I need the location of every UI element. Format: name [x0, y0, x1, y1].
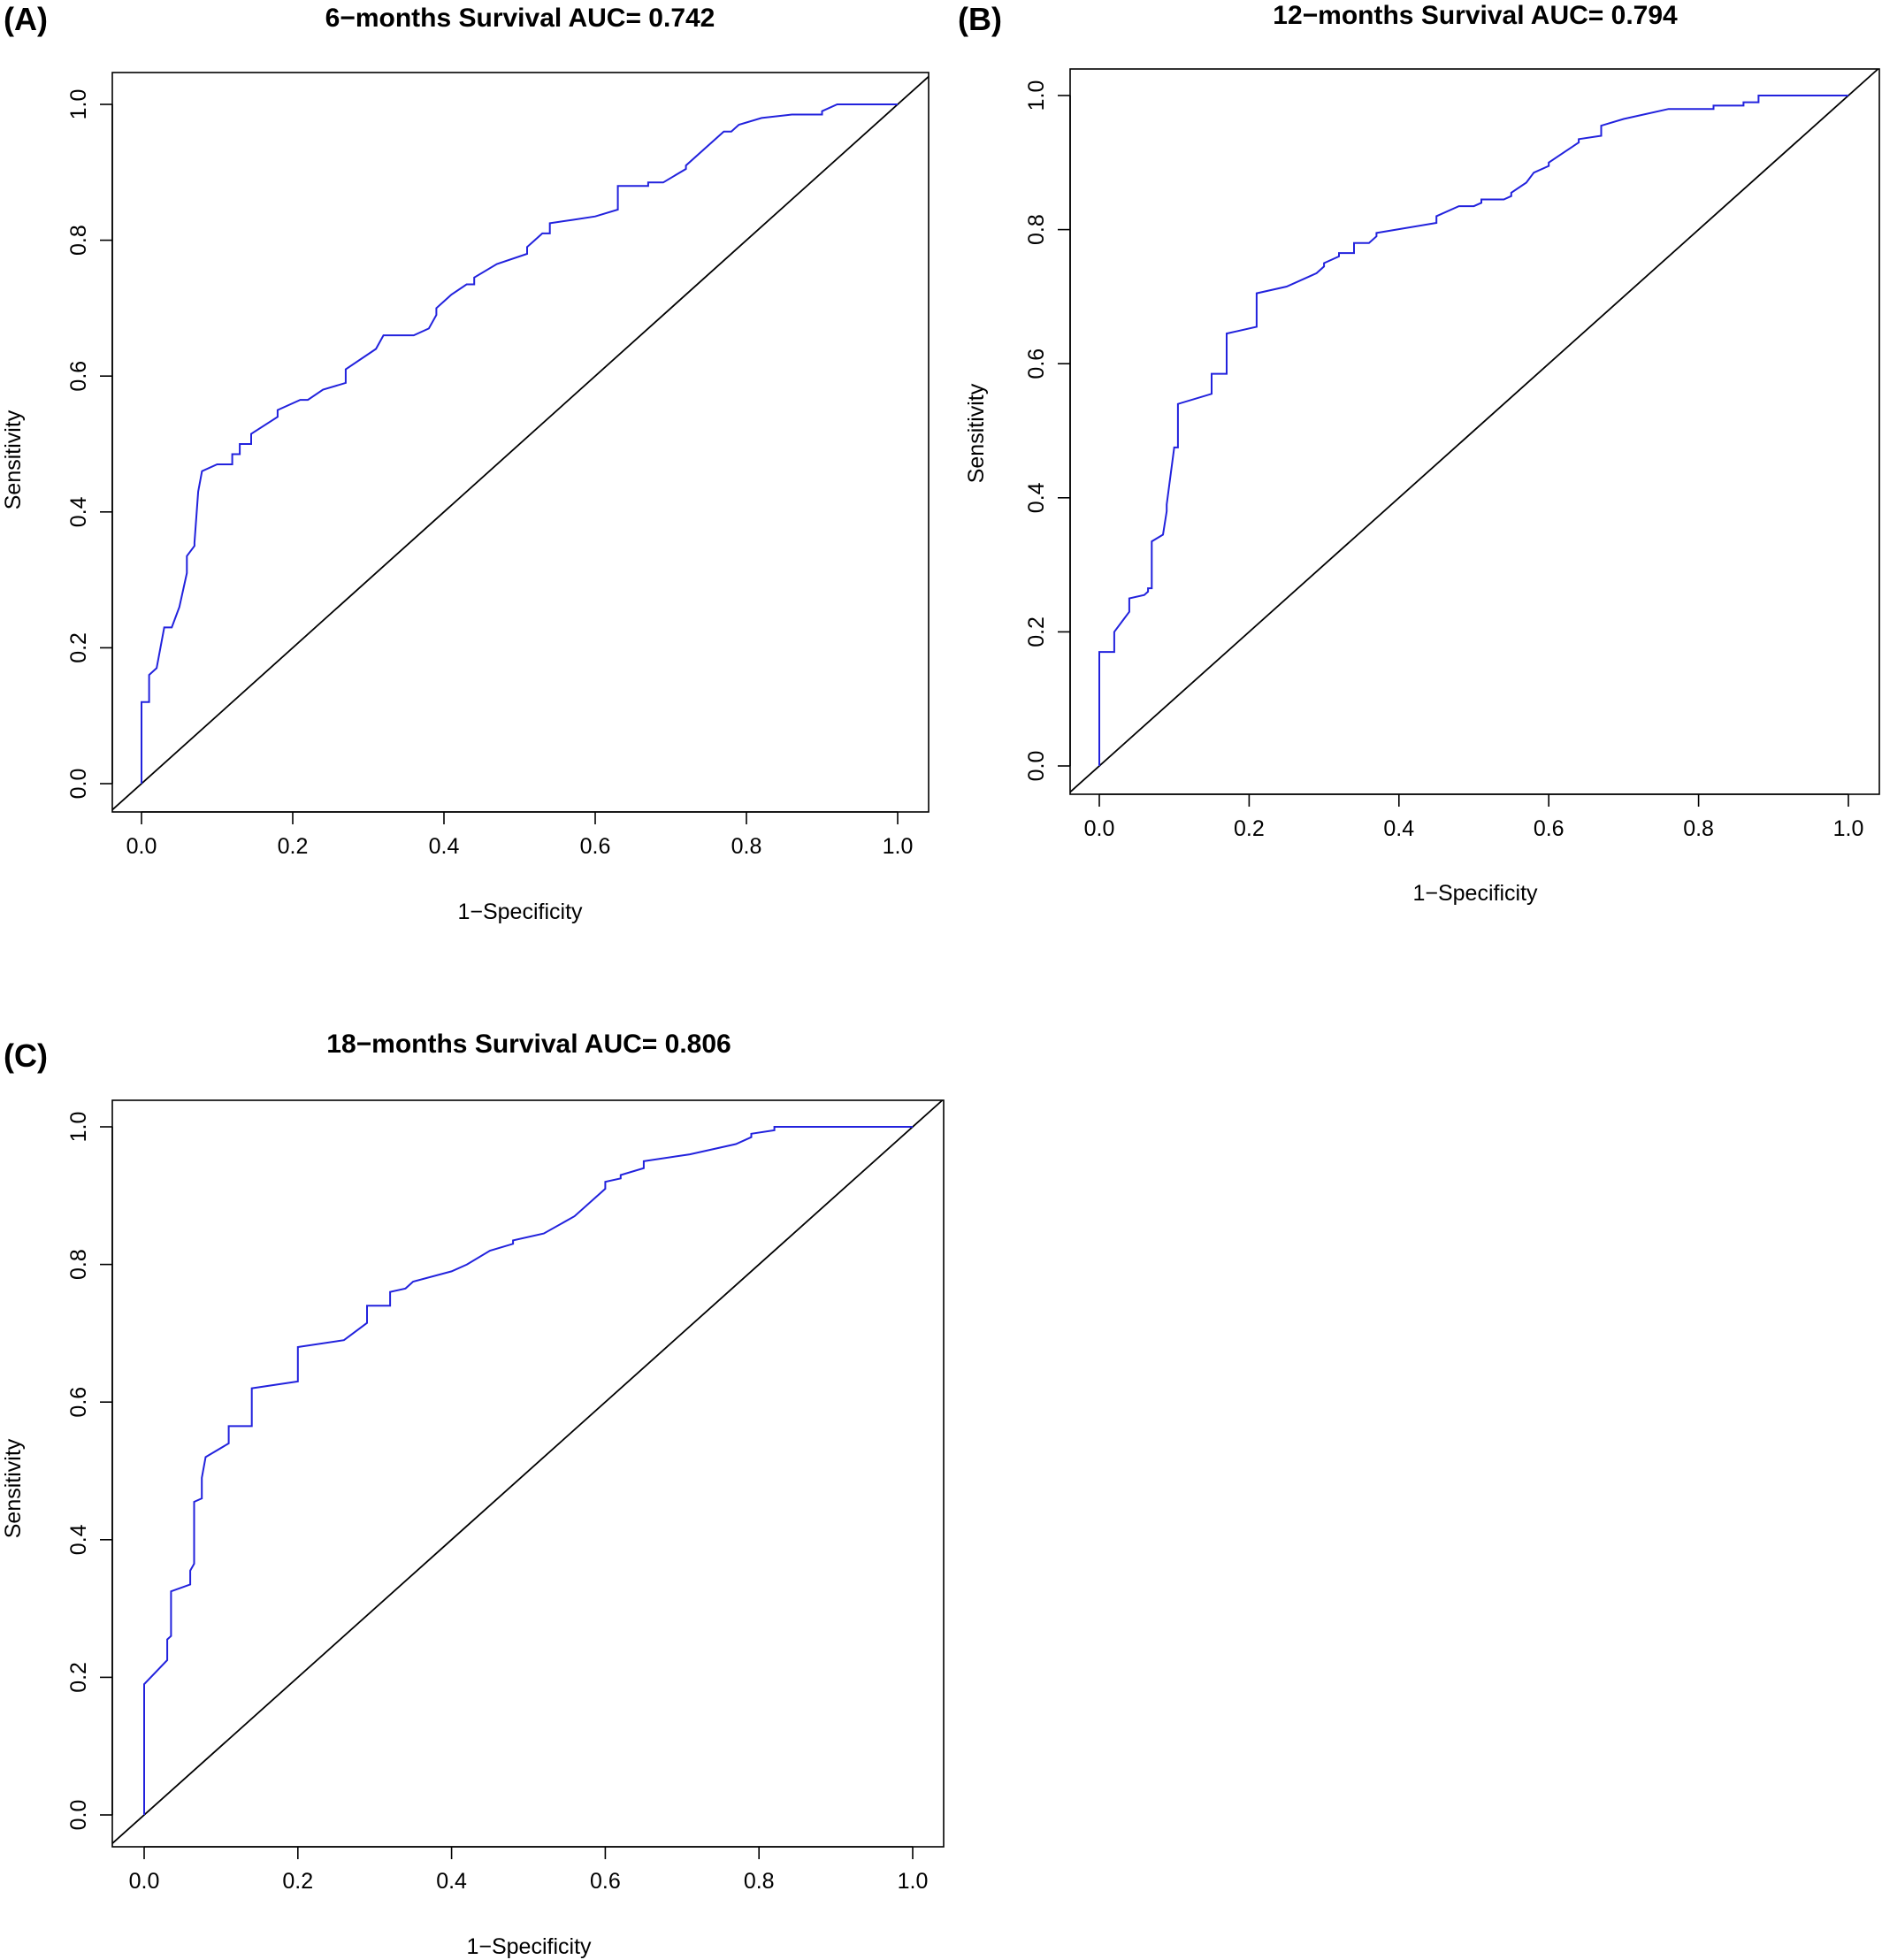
x-tick-label: 0.4	[1383, 816, 1414, 841]
x-tick-label: 0.4	[436, 1869, 467, 1894]
x-tick-label: 0.2	[282, 1869, 313, 1894]
y-tick-label: 0.2	[1024, 616, 1049, 647]
y-axis-label: Sensitivity	[964, 383, 989, 483]
axis-ticks: 0.0 0.2 0.4 0.6 0.8 1.0 0.0 0.2 0.4 0.6 0.8 1.0	[66, 1112, 928, 1894]
y-tick-label: 0.6	[66, 361, 91, 392]
y-tick-label: 0.4	[1024, 482, 1049, 513]
x-tick-label: 0.2	[1234, 816, 1265, 841]
y-tick-label: 0.0	[66, 1800, 91, 1831]
x-tick-label: 0.0	[1084, 816, 1115, 841]
y-tick-label: 0.6	[66, 1387, 91, 1418]
panel-a: (A) 6−months Survival AUC= 0.742 0.0 0.2 0…	[1, 1, 930, 924]
chart-title: 6−months Survival AUC= 0.742	[325, 4, 715, 33]
plot-frame	[111, 1099, 945, 1848]
y-tick-label: 0.8	[66, 225, 91, 256]
y-tick-label: 0.6	[1024, 348, 1049, 379]
reference-diagonal	[1069, 68, 1879, 793]
x-tick-label: 0.2	[278, 834, 309, 859]
reference-diagonal	[111, 1099, 944, 1844]
x-tick-label: 0.8	[744, 1869, 775, 1894]
y-tick-label: 0.4	[66, 496, 91, 527]
y-tick-label: 1.0	[1024, 80, 1049, 111]
y-tick-label: 0.8	[1024, 214, 1049, 245]
y-axis-label: Sensitivity	[1, 410, 26, 509]
y-tick-label: 1.0	[66, 1112, 91, 1143]
panel-c: (C) 18−months Survival AUC= 0.806 0.0 0.2…	[1, 1030, 945, 1959]
y-tick-label: 0.2	[66, 1662, 91, 1693]
y-tick-label: 0.2	[66, 632, 91, 663]
x-tick-label: 1.0	[898, 1869, 929, 1894]
x-tick-label: 0.6	[590, 1869, 621, 1894]
chart-title: 12−months Survival AUC= 0.794	[1273, 1, 1678, 30]
roc-curve	[141, 103, 898, 784]
x-tick-label: 0.6	[580, 834, 611, 859]
x-tick-label: 0.0	[129, 1869, 160, 1894]
panel-label: (C)	[4, 1037, 48, 1074]
y-axis-label: Sensitivity	[1, 1438, 26, 1538]
x-axis-label: 1−Specificity	[1412, 881, 1538, 906]
x-tick-label: 0.8	[1683, 816, 1714, 841]
x-tick-label: 0.4	[429, 834, 460, 859]
axis-ticks: 0.0 0.2 0.4 0.6 0.8 1.0 0.0 0.2 0.4 0.6 0.8 1.0	[66, 89, 913, 859]
reference-diagonal	[111, 75, 930, 811]
axis-ticks: 0.0 0.2 0.4 0.6 0.8 1.0 0.0 0.2 0.4 0.6 0.8 1.0	[1024, 80, 1863, 841]
x-tick-label: 0.8	[731, 834, 762, 859]
y-tick-label: 0.8	[66, 1249, 91, 1280]
chart-title: 18−months Survival AUC= 0.806	[326, 1030, 731, 1059]
plot-frame	[1069, 68, 1880, 795]
roc-curve	[1098, 95, 1848, 766]
y-tick-label: 1.0	[66, 89, 91, 120]
panel-label: (A)	[4, 1, 48, 37]
x-tick-label: 0.0	[126, 834, 157, 859]
panel-b: (B) 12−months Survival AUC= 0.794 0.0 0.2…	[958, 1, 1880, 906]
panel-label: (B)	[958, 1, 1002, 37]
y-tick-label: 0.0	[1024, 751, 1049, 782]
roc-curve	[143, 1126, 913, 1815]
x-tick-label: 0.6	[1534, 816, 1565, 841]
y-tick-label: 0.4	[66, 1524, 91, 1555]
x-axis-label: 1−Specificity	[457, 900, 583, 924]
x-tick-label: 1.0	[883, 834, 914, 859]
x-axis-label: 1−Specificity	[466, 1934, 592, 1959]
x-tick-label: 1.0	[1833, 816, 1864, 841]
y-tick-label: 0.0	[66, 769, 91, 800]
